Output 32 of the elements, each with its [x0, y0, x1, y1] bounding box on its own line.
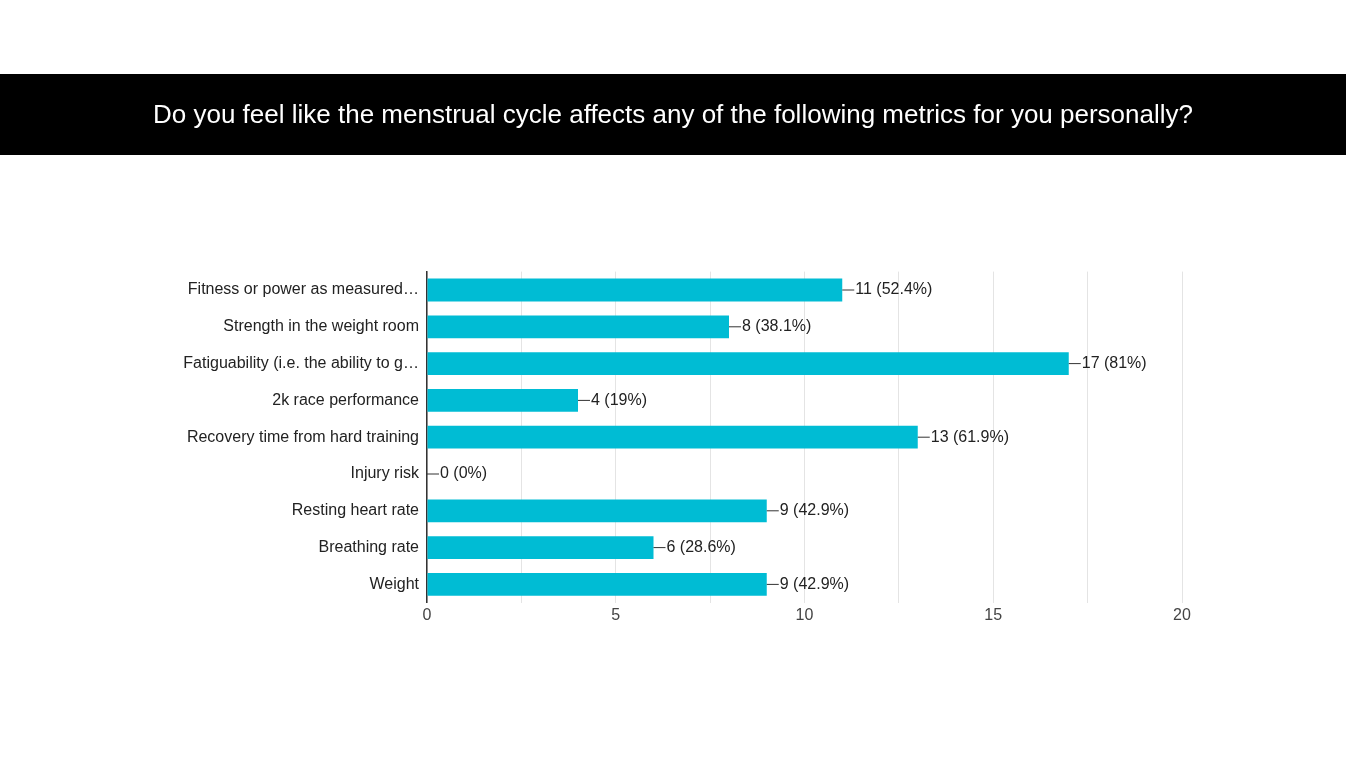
y-tick-label: Recovery time from hard training [186, 427, 419, 445]
bar [427, 388, 578, 412]
data-label: 17 (81%) [1081, 354, 1147, 372]
data-label: 8 (38.1%) [742, 317, 812, 335]
x-tick-label: 20 [1173, 605, 1191, 623]
y-tick-label: Breathing rate [318, 538, 420, 556]
y-tick-label: Fitness or power as measured… [187, 280, 419, 298]
data-label: 9 (42.9%) [779, 574, 850, 592]
data-label: 4 (19%) [591, 390, 648, 408]
y-tick-label: Strength in the weight room [223, 317, 419, 335]
x-tick-label: 5 [611, 605, 621, 623]
bar [427, 425, 918, 449]
data-label: 13 (61.9%) [930, 427, 1010, 445]
y-tick-label: Fatiguability (i.e. the ability to g… [183, 354, 419, 372]
bar [427, 315, 729, 339]
data-label: 11 (52.4%) [855, 280, 933, 298]
y-tick-label: Resting heart rate [291, 501, 420, 519]
bar [427, 499, 767, 523]
x-tick-label: 15 [984, 605, 1003, 623]
bar [427, 352, 1069, 376]
bar [427, 278, 843, 302]
bar [427, 572, 767, 596]
y-tick-label: Weight [369, 574, 420, 592]
data-label: 0 (0%) [440, 464, 488, 482]
x-tick-label: 0 [422, 605, 432, 623]
data-label: 9 (42.9%) [779, 501, 850, 519]
y-tick-label: 2k race performance [272, 390, 420, 408]
x-tick-label: 10 [795, 605, 814, 623]
y-tick-label: Injury risk [350, 464, 420, 482]
chart-title: Do you feel like the menstrual cycle affects any of the following metrics for you personally? [0, 74, 1346, 155]
data-label: 6 (28.6%) [666, 538, 736, 556]
bar [427, 536, 654, 560]
